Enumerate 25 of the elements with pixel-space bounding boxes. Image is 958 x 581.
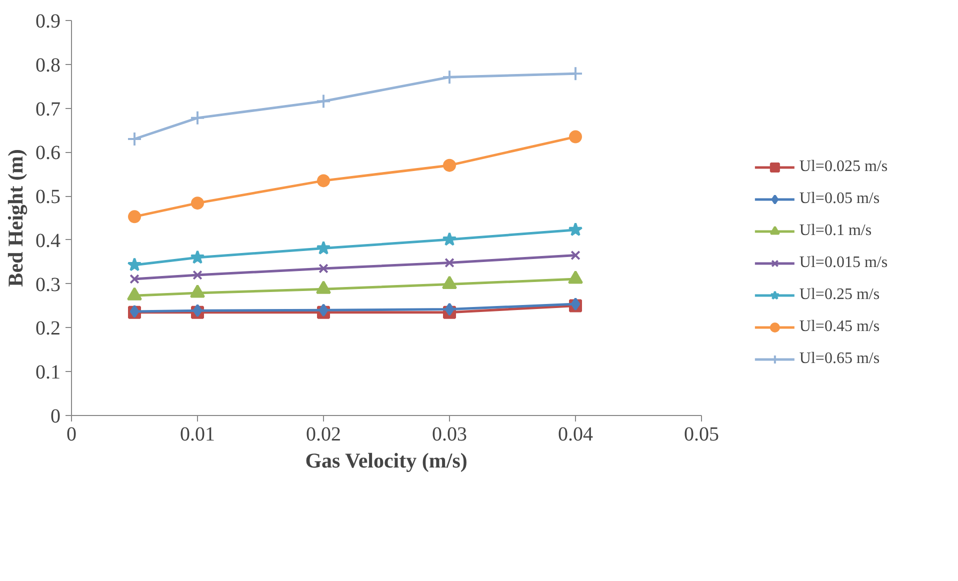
y-axis-title: Bed Height (m)	[4, 149, 28, 287]
legend-label: Ul=0.65 m/s	[799, 350, 880, 368]
x-tick-label: 0	[66, 424, 76, 446]
legend-label: Ul=0.05 m/s	[799, 190, 880, 208]
y-tick-label: 0.2	[36, 318, 60, 340]
y-tick-label: 0.7	[36, 98, 60, 120]
y-tick-label: 0.9	[36, 10, 60, 32]
legend-label: Ul=0.1 m/s	[799, 222, 872, 240]
legend-label: Ul=0.025 m/s	[799, 158, 888, 176]
x-tick-label: 0.03	[432, 424, 467, 446]
y-tick-label: 0.8	[36, 54, 60, 76]
y-tick-label: 0.1	[36, 362, 60, 384]
y-tick-label: 0	[50, 406, 60, 428]
x-tick-label: 0.02	[306, 424, 341, 446]
legend-label: Ul=0.015 m/s	[799, 254, 888, 272]
legend-label: Ul=0.45 m/s	[799, 318, 880, 336]
x-tick-label: 0.01	[180, 424, 215, 446]
y-tick-label: 0.6	[36, 142, 60, 164]
y-tick-label: 0.5	[36, 186, 60, 208]
x-axis-title: Gas Velocity (m/s)	[305, 448, 468, 472]
x-tick-label: 0.05	[684, 424, 719, 446]
y-tick-label: 0.3	[36, 274, 60, 296]
y-tick-label: 0.4	[36, 230, 60, 252]
legend-label: Ul=0.25 m/s	[799, 286, 880, 304]
x-tick-label: 0.04	[558, 424, 593, 446]
